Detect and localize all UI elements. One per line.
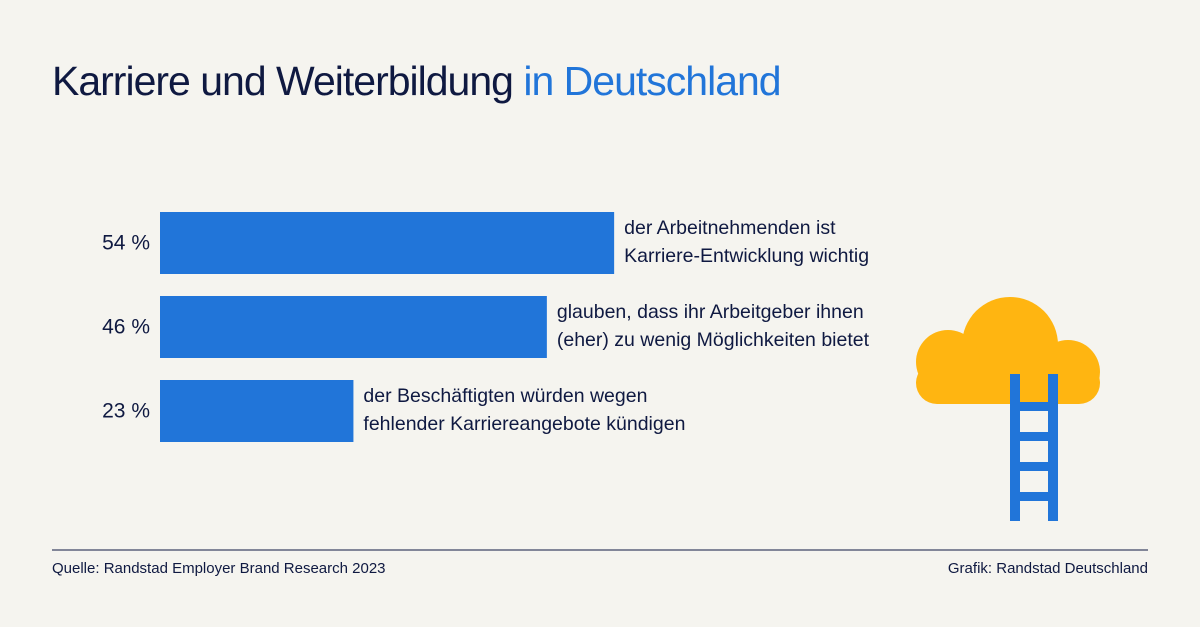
title-highlight: in Deutschland <box>523 58 780 104</box>
value-label: 46 % <box>102 316 150 339</box>
title-main: Karriere und Weiterbildung <box>52 58 513 104</box>
value-label: 23 % <box>102 400 150 423</box>
bar <box>160 296 547 358</box>
category-label: glauben, dass ihr Arbeitgeber ihnen <box>557 301 864 323</box>
ladder <box>1010 374 1058 521</box>
category-label: fehlender Karriereangebote kündigen <box>363 413 685 435</box>
value-label: 54 % <box>102 232 150 255</box>
bar <box>160 212 615 274</box>
chart-title: Karriere und Weiterbildung in Deutschlan… <box>52 58 781 104</box>
category-label: (eher) zu wenig Möglichkeiten bietet <box>557 329 870 351</box>
category-label: der Beschäftigten würden wegen <box>363 385 647 407</box>
category-label: der Arbeitnehmenden ist <box>624 217 836 239</box>
credit: Grafik: Randstad Deutschland <box>948 560 1148 577</box>
cloud <box>916 297 1100 404</box>
illustration <box>916 297 1100 521</box>
source: Quelle: Randstad Employer Brand Research… <box>52 560 386 577</box>
category-label: Karriere-Entwicklung wichtig <box>624 245 869 267</box>
bar <box>160 380 354 442</box>
